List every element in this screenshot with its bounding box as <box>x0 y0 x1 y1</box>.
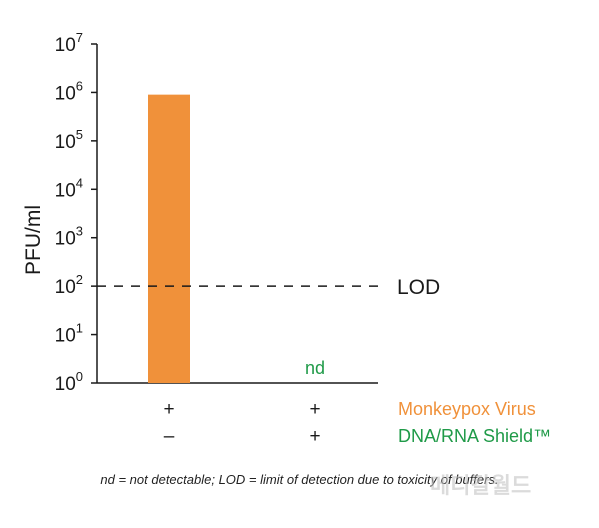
y-tick-label: 101 <box>55 321 83 347</box>
y-tick-label: 104 <box>55 175 83 201</box>
y-tick-label: 100 <box>55 369 83 395</box>
category-virus-sign: + <box>309 399 320 420</box>
bar <box>148 94 190 384</box>
bars: nd <box>148 94 325 384</box>
y-tick-label: 107 <box>55 30 83 56</box>
y-tick-label: 106 <box>55 78 83 104</box>
category-virus-sign: + <box>163 399 174 420</box>
y-tick-label: 102 <box>55 272 83 298</box>
category-shield-sign: + <box>309 426 320 447</box>
category-shield-sign: – <box>164 426 175 447</box>
y-axis-label: PFU/ml <box>22 205 45 275</box>
row-label: DNA/RNA Shield™ <box>398 426 551 446</box>
footnote: nd = not detectable; LOD = limit of dete… <box>100 472 499 487</box>
y-tick-label: 103 <box>55 224 83 250</box>
watermark-logo: 메디칼월드 <box>430 474 532 499</box>
y-ticks: 100 101 102 103 104 105 106 107 <box>55 30 97 395</box>
row-label: Monkeypox Virus <box>398 399 536 419</box>
lod-line-group: LOD <box>97 276 440 299</box>
category-labels: + – + + <box>163 399 320 447</box>
lod-label: LOD <box>397 276 440 299</box>
y-tick-label: 105 <box>55 127 83 153</box>
row-labels: Monkeypox Virus DNA/RNA Shield™ <box>398 399 551 446</box>
bar-label-nd: nd <box>305 358 325 378</box>
